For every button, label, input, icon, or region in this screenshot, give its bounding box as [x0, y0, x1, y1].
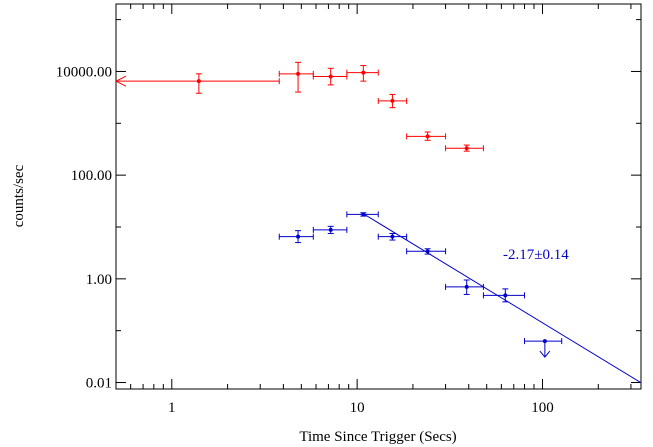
data-point [426, 134, 430, 138]
x-tick-label: 100 [531, 400, 554, 416]
data-point [296, 235, 300, 239]
x-tick-label: 10 [350, 400, 365, 416]
power-law-fit-line [363, 214, 641, 383]
series-2 [279, 211, 561, 357]
data-point [503, 293, 507, 297]
data-point [329, 74, 333, 78]
data-point [361, 71, 365, 75]
y-tick-label: 1.00 [86, 272, 112, 288]
y-tick-label: 0.01 [86, 376, 112, 392]
axis-tick-labels: 1 10 100 0.01 1.00 100.00 10000.00 [56, 64, 554, 416]
data-point [465, 146, 469, 150]
data-point [329, 228, 333, 232]
data-point [426, 249, 430, 253]
slope-annotation: -2.17±0.14 [503, 247, 569, 263]
plot-area [116, 62, 641, 382]
y-axis-label: counts/sec [11, 164, 27, 227]
data-point [390, 99, 394, 103]
data-point [543, 339, 547, 343]
data-point [465, 285, 469, 289]
x-tick-label: 1 [168, 400, 176, 416]
plot-frame [116, 4, 641, 389]
series-1 [116, 62, 483, 151]
y-tick-label: 100.00 [71, 168, 112, 184]
data-point [390, 235, 394, 239]
data-point [296, 72, 300, 76]
x-axis-label: Time Since Trigger (Secs) [299, 429, 456, 445]
data-point [197, 79, 201, 83]
y-tick-label: 10000.00 [56, 64, 112, 80]
axis-ticks [116, 4, 641, 389]
data-point [361, 212, 365, 216]
